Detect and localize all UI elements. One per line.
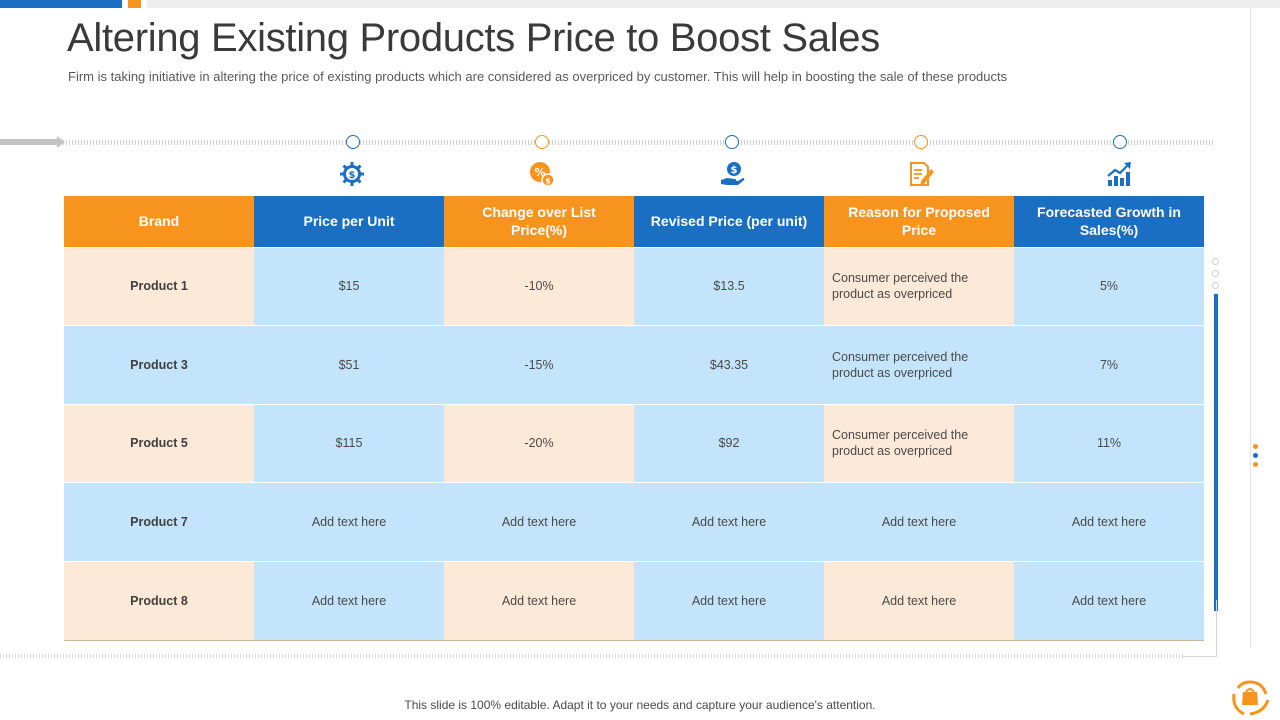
scroll-indicator-dot [1212, 258, 1219, 265]
slide-footer: This slide is 100% editable. Adapt it to… [404, 698, 876, 712]
document-pen-icon [910, 162, 934, 186]
change-cell: -20% [444, 403, 634, 483]
timeline-dotted-line [0, 140, 1215, 145]
timeline-arrow-head [57, 136, 65, 148]
revised-price-cell: $13.5 [634, 246, 824, 326]
header-revised-price: Revised Price (per unit) [634, 196, 824, 247]
change-cell: -10% [444, 246, 634, 326]
top-accent-bar-orange [128, 0, 141, 8]
brand-cell: Product 8 [64, 560, 254, 640]
reason-cell: Consumer perceived the product as overpr… [824, 246, 1014, 326]
header-reason: Reason for Proposed Price [824, 196, 1014, 247]
reason-cell: Add text here [824, 482, 1014, 562]
svg-text:%: % [534, 166, 545, 179]
timeline-dot-orange [535, 135, 549, 149]
change-cell: -15% [444, 325, 634, 405]
brand-cell: Product 5 [64, 403, 254, 483]
table-bottom-rule [64, 640, 1204, 641]
recycle-logo-icon [1232, 680, 1270, 716]
header-price-per-unit: Price per Unit [254, 196, 444, 247]
dollar-gear-icon: $ [340, 162, 364, 186]
growth-cell: 7% [1014, 325, 1204, 405]
top-accent-bar-blue [0, 0, 122, 8]
price-cell: Add text here [254, 560, 444, 640]
bottom-frame-line [1183, 656, 1217, 657]
brand-cell: Product 7 [64, 482, 254, 562]
revised-price-cell: $43.35 [634, 325, 824, 405]
price-cell: $15 [254, 246, 444, 326]
timeline-dot-orange [914, 135, 928, 149]
right-frame-line [1250, 8, 1251, 648]
revised-price-cell: $92 [634, 403, 824, 483]
growth-cell: 11% [1014, 403, 1204, 483]
scroll-indicator-dot [1212, 270, 1219, 277]
svg-text:$: $ [349, 170, 356, 181]
timeline-arrow-shaft [0, 139, 58, 145]
svg-text:$: $ [731, 165, 738, 176]
table-row: Product 1 $15 -10% $13.5 Consumer percei… [64, 246, 1204, 326]
timeline-dot-blue [1113, 135, 1127, 149]
pricing-table: Brand Price per Unit Change over List Pr… [64, 196, 1204, 640]
table-row: Product 7 Add text here Add text here Ad… [64, 482, 1204, 562]
top-accent-bar-gray [147, 0, 1280, 8]
side-marker-dot [1253, 462, 1258, 467]
slide-title: Altering Existing Products Price to Boos… [67, 16, 880, 60]
price-cell: $115 [254, 403, 444, 483]
bottom-dotted-line [0, 654, 1183, 658]
slide-subtitle: Firm is taking initiative in altering th… [68, 69, 1008, 84]
bottom-frame-line [1216, 600, 1217, 657]
change-cell: Add text here [444, 560, 634, 640]
scroll-indicator-bar [1214, 294, 1218, 611]
reason-cell: Add text here [824, 560, 1014, 640]
side-marker-dot [1253, 444, 1258, 449]
table-row: Product 3 $51 -15% $43.35 Consumer perce… [64, 325, 1204, 405]
header-change-over-list-price: Change over List Price(%) [444, 196, 634, 247]
timeline-dot-blue [346, 135, 360, 149]
change-cell: Add text here [444, 482, 634, 562]
table-row: Product 5 $115 -20% $92 Consumer perceiv… [64, 403, 1204, 483]
reason-cell: Consumer perceived the product as overpr… [824, 325, 1014, 405]
revised-price-cell: Add text here [634, 482, 824, 562]
timeline-dot-blue [725, 135, 739, 149]
percent-coin-icon: % $ [530, 162, 555, 187]
growth-cell: Add text here [1014, 560, 1204, 640]
svg-text:$: $ [545, 177, 551, 186]
reason-cell: Consumer perceived the product as overpr… [824, 403, 1014, 483]
revised-price-cell: Add text here [634, 560, 824, 640]
brand-cell: Product 1 [64, 246, 254, 326]
side-marker-dot [1253, 453, 1258, 458]
header-brand: Brand [64, 196, 254, 247]
growth-chart-icon [1107, 162, 1131, 186]
price-cell: $51 [254, 325, 444, 405]
brand-cell: Product 3 [64, 325, 254, 405]
header-forecasted-growth: Forecasted Growth in Sales(%) [1014, 196, 1204, 247]
price-cell: Add text here [254, 482, 444, 562]
growth-cell: Add text here [1014, 482, 1204, 562]
table-header-row: Brand Price per Unit Change over List Pr… [64, 196, 1204, 247]
growth-cell: 5% [1014, 246, 1204, 326]
table-row: Product 8 Add text here Add text here Ad… [64, 560, 1204, 640]
scroll-indicator-dot [1212, 282, 1219, 289]
hand-dollar-icon: $ [721, 162, 745, 185]
